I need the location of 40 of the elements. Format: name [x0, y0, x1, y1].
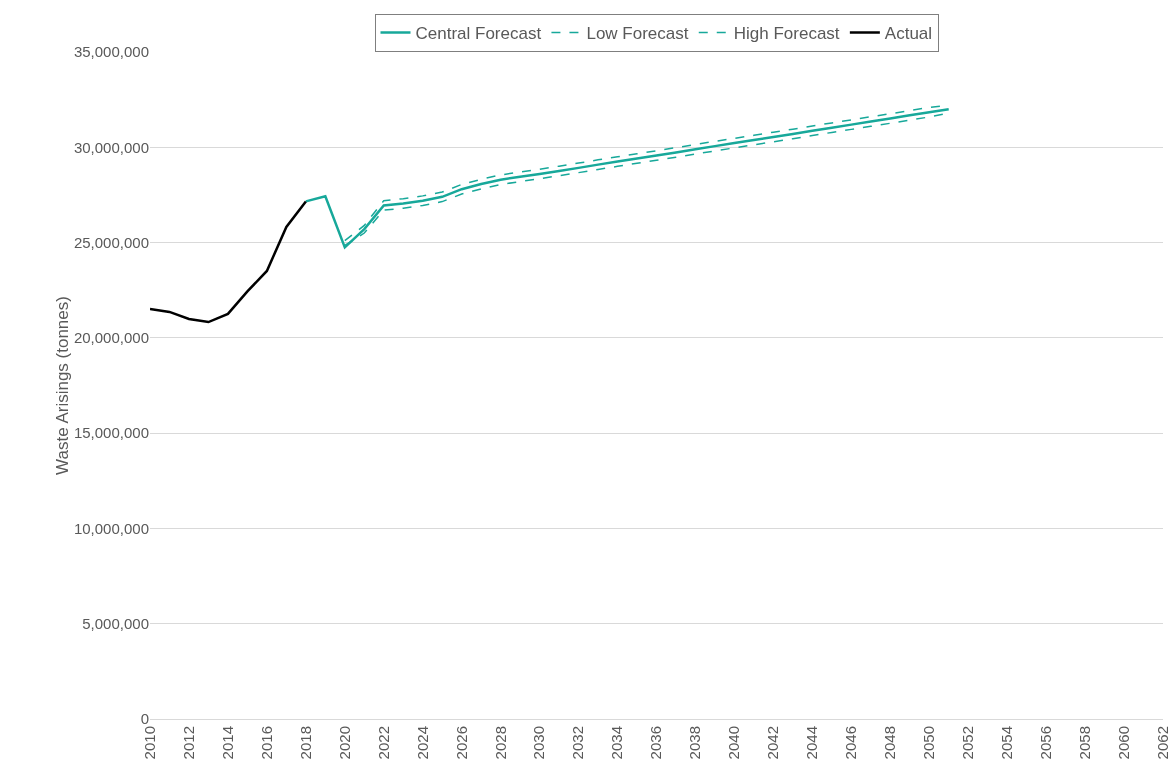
x-tick-label: 2022 [374, 726, 392, 760]
legend-label: High Forecast [733, 24, 840, 44]
x-tick-label: 2010 [140, 726, 158, 760]
x-tick-label: 2014 [218, 726, 236, 760]
x-tick-label: 2056 [1036, 726, 1054, 760]
x-tick-label: 2024 [413, 726, 431, 760]
x-tick-label: 2034 [608, 726, 626, 760]
x-tick-label: 2036 [647, 726, 665, 760]
y-tick-label: 5,000,000 [82, 614, 149, 632]
y-tick-label: 20,000,000 [73, 329, 149, 347]
x-tick-label: 2038 [686, 726, 704, 760]
x-tick-label: 2058 [1075, 726, 1093, 760]
x-tick-label: 2054 [998, 726, 1016, 760]
y-tick-label: 30,000,000 [73, 138, 149, 156]
x-tick-label: 2040 [725, 726, 743, 760]
x-tick-label: 2020 [335, 726, 353, 760]
legend-label: Low Forecast [586, 24, 689, 44]
x-tick-label: 2028 [491, 726, 509, 760]
x-tick-label: 2060 [1114, 726, 1132, 760]
x-tick-label: 2018 [296, 726, 314, 760]
x-tick-label: 2030 [530, 726, 548, 760]
line-series [150, 200, 308, 324]
x-tick-label: 2016 [257, 726, 275, 760]
x-tick-label: 2048 [881, 726, 899, 760]
y-tick-label: 35,000,000 [73, 43, 149, 61]
legend-label: Central Forecast [415, 24, 542, 44]
x-tick-label: 2042 [764, 726, 782, 760]
x-tick-label: 2026 [452, 726, 470, 760]
x-tick-label: 2044 [803, 726, 821, 760]
y-tick-label: 15,000,000 [73, 424, 149, 442]
y-tick-label: 10,000,000 [73, 519, 149, 537]
x-tick-label: 2046 [842, 726, 860, 760]
y-axis-title: Waste Arisings (tonnes) [52, 296, 72, 475]
legend-label: Actual [884, 24, 933, 44]
x-tick-label: 2012 [179, 726, 197, 760]
x-tick-label: 2032 [569, 726, 587, 760]
y-tick-label: 25,000,000 [73, 233, 149, 251]
x-tick-label: 2052 [959, 726, 977, 760]
x-tick-label: 2050 [920, 726, 938, 760]
x-tick-label: 2062 [1153, 726, 1171, 760]
